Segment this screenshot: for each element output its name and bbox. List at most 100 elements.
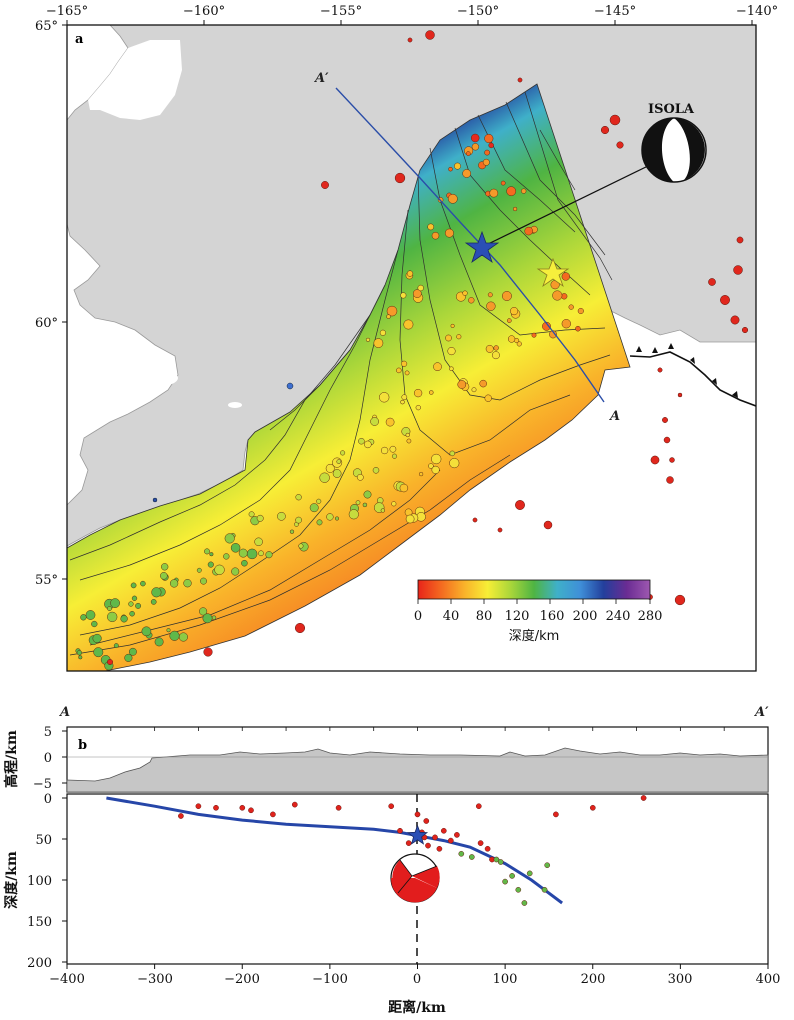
section-event-point xyxy=(213,804,219,811)
map-earthquake-circle xyxy=(207,561,214,568)
map-earthquake-circle xyxy=(577,307,584,315)
map-earthquake-circle xyxy=(531,332,537,338)
map-earthquake-circle xyxy=(178,632,188,642)
map-earthquake-circle xyxy=(389,445,397,453)
map-earthquake-circle xyxy=(211,615,217,620)
map-earthquake-circle xyxy=(507,335,516,343)
map-panel-label: a xyxy=(75,32,84,47)
depth-tick-label: 100 xyxy=(27,874,52,889)
map-earthquake-circle xyxy=(150,599,157,605)
map-earthquake-circle xyxy=(230,543,241,553)
map-earthquake-circle xyxy=(91,620,98,628)
map-earthquake-circle xyxy=(516,341,522,347)
map-earthquake-circle xyxy=(431,453,442,465)
section-event-point xyxy=(335,804,342,811)
map-earthquake-circle xyxy=(484,133,494,144)
lat-tick-marks xyxy=(62,24,67,580)
section-event-point xyxy=(423,818,430,824)
map-earthquake-circle xyxy=(524,226,533,236)
elev-tick-label: −5 xyxy=(33,777,52,792)
map-earthquake-circle xyxy=(506,318,512,323)
map-earthquake-circle xyxy=(380,446,389,455)
map-earthquake-circle xyxy=(736,236,744,244)
map-earthquake-circle xyxy=(364,440,372,449)
map-earthquake-circle xyxy=(401,394,408,401)
map-earthquake-circle xyxy=(200,577,207,585)
map-earthquake-circle xyxy=(152,497,158,503)
map-earthquake-circle xyxy=(241,559,248,567)
map-earthquake-circle xyxy=(396,367,402,374)
map-earthquake-circle xyxy=(448,166,453,172)
map-earthquake-circle xyxy=(214,564,225,575)
section-event-point xyxy=(447,837,454,844)
section-event-point xyxy=(178,813,184,819)
section-event-point xyxy=(484,845,491,852)
map-earthquake-circle xyxy=(575,325,581,332)
section-event-point xyxy=(291,801,298,808)
section-event-point xyxy=(432,834,438,841)
map-earthquakes xyxy=(75,30,749,671)
map-earthquake-circle xyxy=(92,633,102,643)
map-earthquake-circle xyxy=(289,529,295,534)
colorbar: 0 40 80 120 160 200 240 280 深度/km xyxy=(414,579,662,644)
isola-label: ISOLA xyxy=(648,102,695,117)
map-earthquake-circle xyxy=(445,334,452,342)
map-earthquake-circle xyxy=(107,611,118,623)
map-earthquake-circle xyxy=(391,453,398,459)
map-earthquake-circle xyxy=(425,30,435,40)
section-event-point xyxy=(477,840,484,846)
section-event-point xyxy=(475,803,482,810)
map-earthquake-circle xyxy=(209,552,214,557)
map-earthquake-circle xyxy=(666,476,674,484)
x-tick-label: −300 xyxy=(137,972,173,987)
map-earthquake-circle xyxy=(616,141,624,149)
section-event-point xyxy=(248,807,254,814)
map-earthquake-circle xyxy=(399,483,409,493)
map-earthquake-circle xyxy=(325,463,335,473)
map-earthquake-circle xyxy=(406,270,414,277)
section-event-point xyxy=(526,870,533,877)
profile-end-label: A′ xyxy=(313,71,329,86)
section-event-point xyxy=(509,873,515,879)
map-earthquake-circle xyxy=(413,388,423,398)
elev-axis-label: 高程/km xyxy=(3,730,20,788)
map-earthquake-circle xyxy=(465,151,471,156)
section-event-point xyxy=(397,827,403,834)
map-earthquake-circle xyxy=(412,289,422,298)
lon-tick-label: −165° xyxy=(46,4,88,19)
map-earthquake-circle xyxy=(650,455,660,465)
map-earthquake-circle xyxy=(657,367,663,373)
colorbar-tick-label: 240 xyxy=(606,609,631,624)
map-earthquake-circle xyxy=(166,628,171,633)
section-event-point xyxy=(502,878,508,885)
map-earthquake-circle xyxy=(515,500,525,510)
map-earthquake-circle xyxy=(295,516,302,524)
map-earthquake-circle xyxy=(120,615,128,623)
map-earthquake-circle xyxy=(161,563,169,571)
depth-tick-label: 200 xyxy=(27,956,52,971)
map-earthquake-circle xyxy=(472,517,478,523)
section-event-point xyxy=(544,862,551,869)
colorbar-tick-label: 200 xyxy=(573,609,598,624)
map-panel-label-box xyxy=(70,29,90,47)
map-earthquake-circle xyxy=(405,514,415,524)
map-earthquake-circle xyxy=(418,471,424,477)
colorbar-tick-label: 120 xyxy=(505,609,530,624)
map-earthquake-circle xyxy=(482,158,490,166)
land-bay xyxy=(88,40,182,120)
x-tick-label: 200 xyxy=(581,972,606,987)
map-earthquake-circle xyxy=(370,417,379,426)
section-mainshock-star xyxy=(406,824,429,845)
map-earthquake-circle xyxy=(479,379,487,388)
lon-tick-label: −145° xyxy=(594,4,636,19)
elevation-profile xyxy=(66,747,769,793)
depth-contours xyxy=(69,91,613,656)
map-earthquake-circle xyxy=(363,490,372,499)
map-earthquake-circle xyxy=(543,520,553,530)
map-earthquake-circle xyxy=(183,579,192,588)
section-event-point xyxy=(440,827,447,834)
map-earthquake-circle xyxy=(447,347,456,356)
map-earthquake-circle xyxy=(196,567,202,573)
map-earthquake-circle xyxy=(708,278,716,286)
map-earthquake-circle xyxy=(131,595,138,601)
